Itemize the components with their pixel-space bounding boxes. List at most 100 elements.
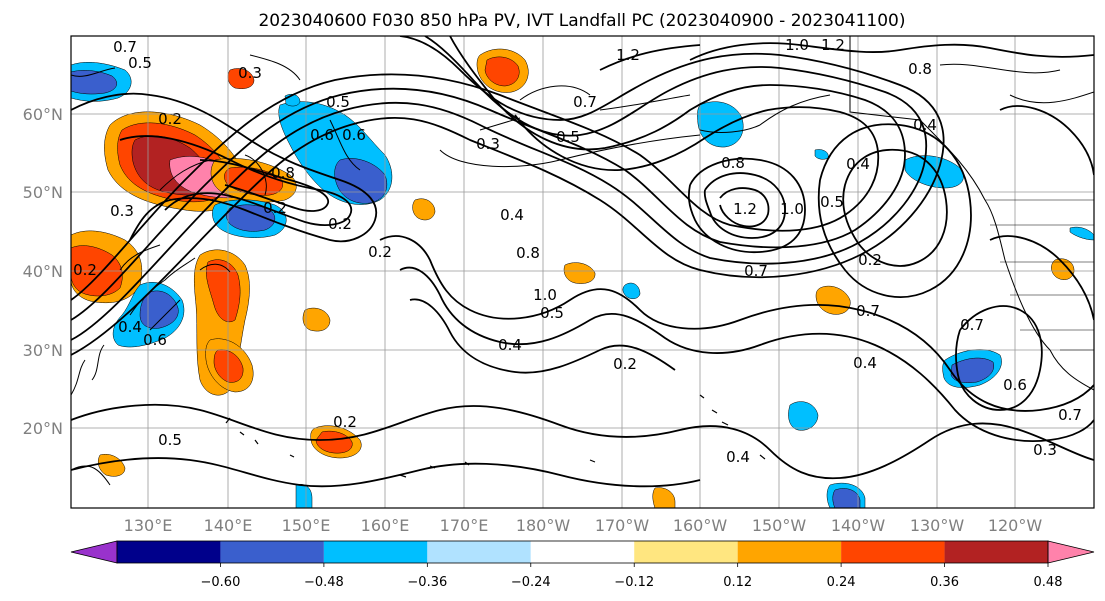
contour-label: 0.2 <box>328 215 352 233</box>
contour-label: 0.5 <box>128 54 152 72</box>
colorbar-extend-min <box>70 540 118 564</box>
contour-label: 0.6 <box>310 126 334 144</box>
contour-label: 1.0 <box>533 286 557 304</box>
longitude-label: 120°W <box>988 516 1043 535</box>
longitude-label: 170°W <box>595 516 650 535</box>
contour-label: 0.4 <box>726 448 750 466</box>
contour-label: 0.3 <box>1033 441 1057 459</box>
pv-anomaly-region <box>226 204 276 232</box>
longitude-labels: 130°E 140°E 150°E 160°E 170°E 180°W 170°W 160°W… <box>124 516 1043 535</box>
colorbar-tick-label: 0.48 <box>1034 575 1063 590</box>
pv-anomaly-region <box>484 56 520 87</box>
pv-anomaly-region <box>302 307 331 332</box>
pv-anomaly-region <box>563 262 596 284</box>
contour-label: 0.2 <box>368 243 392 261</box>
contour-label: 0.5 <box>556 128 580 146</box>
colorbar-tick-label: −0.12 <box>614 575 654 590</box>
colorbar-tick-label: 0.36 <box>930 575 959 590</box>
pv-anomaly-region <box>652 487 676 508</box>
latitude-label: 60°N <box>23 105 63 124</box>
colorbar-tick-label: 0.12 <box>723 575 752 590</box>
colorbar-swatch <box>220 541 324 563</box>
longitude-label: 170°E <box>440 516 489 535</box>
pv-anomaly-region <box>1069 226 1094 241</box>
contour-labels: 0.70.50.30.20.80.60.50.6 0.3 0.50.71.0 1.21… <box>73 36 1082 466</box>
longitude-label: 160°E <box>361 516 410 535</box>
longitude-label: 150°W <box>752 516 807 535</box>
pv-anomaly-region <box>1051 258 1075 280</box>
latitude-labels: 60°N 50°N 40°N 30°N 20°N <box>23 105 63 438</box>
contour-label: 0.3 <box>110 202 134 220</box>
colorbar-swatch <box>323 541 428 563</box>
contour-label: 0.4 <box>498 336 522 354</box>
latitude-label: 20°N <box>23 419 63 438</box>
contour-label: 1.2 <box>616 46 640 64</box>
contour-label: 0.7 <box>573 93 597 111</box>
contour-label: 0.8 <box>516 244 540 262</box>
map-title: 2023040600 F030 850 hPa PV, IVT Landfall… <box>258 11 905 31</box>
pv-anomaly-region <box>412 198 436 221</box>
longitude-label: 150°E <box>282 516 331 535</box>
latitude-label: 50°N <box>23 183 63 202</box>
pv-anomaly-region <box>622 282 641 299</box>
contour-label: 0.2 <box>858 251 882 269</box>
contour-label: 0.5 <box>158 431 182 449</box>
contour-label: 1.0 <box>785 36 809 54</box>
contour-label: 0.4 <box>913 116 937 134</box>
contour-label: 0.6 <box>342 126 366 144</box>
contour-label: 0.5 <box>820 193 844 211</box>
longitude-label: 130°E <box>124 516 173 535</box>
map-frame <box>70 35 1095 509</box>
contour-label: 0.7 <box>960 316 984 334</box>
contour-label: 0.7 <box>744 262 768 280</box>
contour-label: 0.8 <box>721 154 745 172</box>
contour-label: 0.6 <box>143 331 167 349</box>
colorbar-extend-max <box>1047 540 1095 564</box>
contour-label: 0.7 <box>856 302 880 320</box>
colorbar: −0.60 −0.48 −0.36 −0.24 −0.12 0.12 0.24 0.36 0.4… <box>70 540 1095 590</box>
contour-label: 0.4 <box>500 206 524 224</box>
pv-anomaly-region <box>98 454 126 477</box>
contour-label: 0.2 <box>158 110 182 128</box>
colorbar-tick-label: 0.24 <box>827 575 856 590</box>
contour-label: 0.2 <box>333 413 357 431</box>
longitude-label: 180°W <box>516 516 571 535</box>
pv-anomaly-region <box>139 290 179 329</box>
latitude-label: 40°N <box>23 262 63 281</box>
contour-label: 0.2 <box>73 261 97 279</box>
latitude-label: 30°N <box>23 341 63 360</box>
contour-label: 0.3 <box>238 64 262 82</box>
colorbar-tick-label: −0.60 <box>201 575 241 590</box>
contour-label: 0.5 <box>326 93 350 111</box>
pv-anomaly-region <box>788 401 819 431</box>
contour-label: 0.5 <box>540 304 564 322</box>
colorbar-tick-label: −0.24 <box>511 575 551 590</box>
map-panel: 0.70.50.30.20.80.60.50.6 0.3 0.50.71.0 1.21… <box>23 35 1095 535</box>
contour-label: 0.6 <box>1003 376 1027 394</box>
contour-label: 0.2 <box>613 355 637 373</box>
contour-label: 0.7 <box>113 38 137 56</box>
colorbar-swatch <box>117 541 221 563</box>
colorbar-tick-label: −0.36 <box>407 575 447 590</box>
pv-anomaly-region <box>832 488 861 508</box>
contour-label: 0.8 <box>908 60 932 78</box>
longitude-label: 130°W <box>910 516 965 535</box>
colorbar-swatch <box>634 541 738 563</box>
colorbar-swatch <box>737 541 842 563</box>
longitude-label: 160°W <box>673 516 728 535</box>
contour-label: 0.4 <box>853 354 877 372</box>
contour-label: 0.7 <box>1058 406 1082 424</box>
colorbar-swatch <box>841 541 945 563</box>
contour-label: 0.2 <box>263 199 287 217</box>
longitude-label: 140°W <box>831 516 886 535</box>
gridlines <box>71 36 1094 508</box>
colorbar-swatch <box>944 541 1048 563</box>
contour-label: 1.2 <box>821 36 845 54</box>
pv-anomaly-region <box>206 259 241 323</box>
colorbar-frame <box>116 540 1049 564</box>
contour-label: 1.2 <box>733 200 757 218</box>
contour-label: 0.4 <box>118 318 142 336</box>
longitude-label: 140°E <box>204 516 253 535</box>
colorbar-swatch <box>427 541 531 563</box>
